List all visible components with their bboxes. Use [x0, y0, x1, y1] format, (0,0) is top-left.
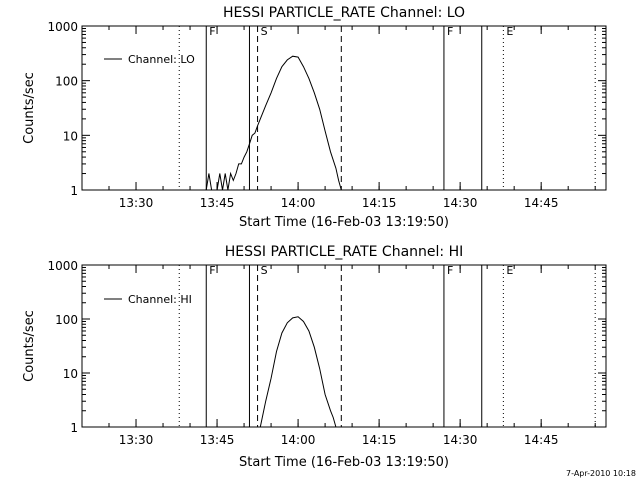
- marker-label: S: [261, 264, 268, 277]
- y-axis-label-lo: Counts/sec: [22, 72, 37, 144]
- x-axis-label-hi: Start Time (16-Feb-03 13:19:50): [239, 455, 449, 470]
- x-tick-label: 14:45: [524, 433, 559, 447]
- y-tick-label: 1: [70, 184, 78, 198]
- x-tick-label: 14:30: [443, 196, 478, 210]
- series-line: [205, 55, 342, 191]
- marker-label: F: [447, 25, 453, 38]
- y-tick-label: 1000: [47, 259, 78, 273]
- y-tick-label: 10: [63, 129, 78, 143]
- chart-title-lo: HESSI PARTICLE_RATE Channel: LO: [223, 5, 465, 21]
- y-axis-label-hi: Counts/sec: [22, 310, 37, 382]
- x-tick-label: 14:30: [443, 433, 478, 447]
- y-tick-label: 1: [70, 421, 78, 435]
- footer-timestamp: 7-Apr-2010 10:18: [566, 469, 636, 478]
- x-tick-label: 14:45: [524, 196, 559, 210]
- x-tick-label: 14:15: [362, 433, 397, 447]
- marker-label: E: [506, 25, 513, 38]
- marker-label: F: [447, 264, 453, 277]
- x-tick-label: 14:15: [362, 196, 397, 210]
- legend-label-lo: Channel: LO: [128, 53, 195, 66]
- plot-frame-lo: [81, 25, 607, 191]
- axis-ticks-lo: 13:30 13:45 14:00 14:15 14:30 14:45 1 10 100 1000: [47, 20, 606, 210]
- y-tick-label: 100: [55, 75, 78, 89]
- marker-label: F: [209, 25, 215, 38]
- series-hi: [259, 316, 337, 428]
- marker-label: S: [261, 25, 268, 38]
- x-tick-label: 13:30: [119, 433, 154, 447]
- y-tick-label: 100: [55, 313, 78, 327]
- x-tick-label: 14:00: [281, 433, 316, 447]
- marker-label: F: [209, 264, 215, 277]
- series-line: [259, 316, 337, 428]
- panel-lo: HESSI PARTICLE_RATE Channel: LO 13:30 13:…: [22, 5, 607, 230]
- y-tick-label: 1000: [47, 20, 78, 34]
- series-lo: [205, 55, 342, 191]
- legend-label-hi: Channel: HI: [128, 293, 192, 306]
- plot-frame-hi: [81, 264, 607, 428]
- marker-label: E: [506, 264, 513, 277]
- axis-ticks-hi: 13:30 13:45 14:00 14:15 14:30 14:45 1 10 100 1000: [47, 259, 606, 447]
- x-axis-label-lo: Start Time (16-Feb-03 13:19:50): [239, 215, 449, 230]
- x-tick-label: 14:00: [281, 196, 316, 210]
- chart-title-hi: HESSI PARTICLE_RATE Channel: HI: [225, 244, 463, 260]
- y-tick-label: 10: [63, 367, 78, 381]
- x-tick-label: 13:45: [200, 196, 235, 210]
- panel-hi: HESSI PARTICLE_RATE Channel: HI 13:30 13:…: [22, 244, 607, 470]
- x-tick-label: 13:30: [119, 196, 154, 210]
- x-tick-label: 13:45: [200, 433, 235, 447]
